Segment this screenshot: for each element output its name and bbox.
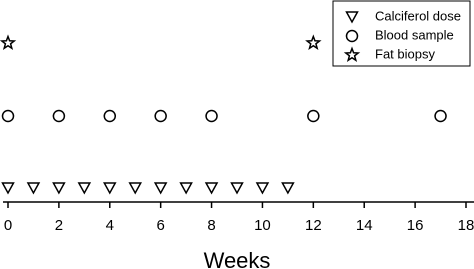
x-tick-label: 18 [458, 217, 474, 234]
point [154, 109, 167, 123]
point [128, 182, 142, 195]
x-tick-label: 0 [4, 217, 12, 234]
point [153, 182, 168, 195]
point [52, 109, 66, 123]
point [103, 109, 117, 123]
point [52, 182, 66, 195]
x-tick-label: 14 [356, 217, 373, 234]
x-tick-label: 8 [207, 217, 215, 234]
point [281, 182, 295, 195]
x-tick-label: 10 [254, 217, 271, 234]
point [230, 182, 244, 195]
x-tick-label: 16 [407, 217, 424, 234]
legend-marker [343, 46, 361, 62]
point [204, 182, 219, 195]
legend-marker [345, 29, 359, 43]
point [434, 109, 447, 123]
point [1, 182, 15, 195]
point [305, 34, 322, 50]
x-tick-label: 12 [305, 217, 322, 234]
legend-label: Fat biopsy [375, 46, 435, 61]
point [103, 182, 117, 195]
point [179, 182, 193, 195]
x-axis-label: Weeks [204, 248, 271, 269]
point [205, 109, 218, 123]
point [26, 182, 41, 195]
legend-label: Blood sample [375, 27, 454, 42]
point [77, 182, 92, 195]
legend-label: Calciferol dose [375, 8, 461, 23]
legend-marker [345, 11, 359, 24]
point [307, 109, 320, 123]
x-tick-label: 4 [106, 217, 114, 234]
x-tick-label: 6 [156, 217, 164, 234]
point [255, 182, 270, 195]
point [0, 34, 17, 50]
point [1, 109, 15, 123]
x-tick-label: 2 [55, 217, 63, 234]
